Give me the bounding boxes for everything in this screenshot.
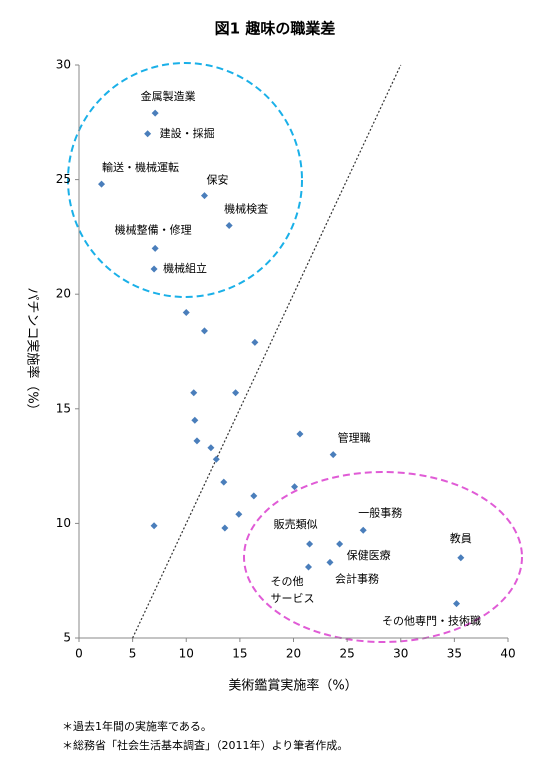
point — [150, 265, 158, 273]
point-label: 機械組立 — [163, 261, 207, 275]
x-tick-label: 20 — [286, 647, 301, 661]
point — [150, 522, 158, 530]
point — [151, 244, 159, 252]
point — [251, 338, 259, 346]
point-label: サービス — [271, 592, 315, 605]
point — [235, 510, 243, 518]
point — [193, 437, 201, 445]
reference-line — [132, 64, 402, 639]
x-tick-label: 25 — [339, 647, 354, 661]
x-tick-label: 35 — [447, 647, 462, 661]
point — [190, 389, 198, 397]
point — [200, 192, 208, 200]
footnote: ＊過去1年間の実施率である。 — [62, 719, 212, 733]
y-tick-label: 5 — [63, 631, 71, 645]
point — [296, 430, 304, 438]
y-tick-label: 20 — [56, 287, 71, 301]
point-label: 管理職 — [338, 431, 371, 445]
point — [191, 416, 199, 424]
y-tick-label: 30 — [56, 58, 71, 72]
x-tick-label: 10 — [179, 647, 194, 661]
point-label: 機械整備・修理 — [115, 222, 192, 236]
point-label: 保安 — [206, 173, 228, 187]
point — [457, 554, 465, 562]
point-label: 機械検査 — [224, 201, 268, 215]
x-tick-label: 5 — [129, 647, 137, 661]
point — [453, 600, 461, 608]
chart-title: 図1 趣味の職業差 — [215, 20, 336, 38]
point-label: その他専門・技術職 — [382, 615, 481, 628]
point-label: 販売類似 — [274, 518, 318, 531]
point — [200, 327, 208, 335]
highlight-circle — [67, 62, 303, 298]
point — [359, 526, 367, 534]
point — [250, 492, 258, 500]
point-label: 一般事務 — [358, 505, 402, 519]
point-label: 教員 — [450, 532, 472, 545]
highlight-ellipse — [243, 471, 523, 643]
point-label: 金属製造業 — [141, 89, 196, 103]
point — [144, 130, 152, 138]
point — [232, 389, 240, 397]
y-tick-label: 10 — [56, 516, 71, 530]
point-label: 建設・採掘 — [160, 126, 215, 140]
point — [221, 524, 229, 532]
point — [306, 540, 314, 548]
point — [326, 558, 334, 566]
x-tick-label: 40 — [500, 647, 515, 661]
point — [98, 180, 106, 188]
point-label: 保健医療 — [347, 548, 391, 562]
point — [212, 455, 220, 463]
point — [182, 309, 190, 317]
point — [151, 109, 159, 117]
point-label: その他 — [271, 575, 304, 588]
y-axis-label: パチンコ実施率（%） — [25, 287, 41, 416]
point — [225, 221, 233, 229]
x-axis-label: 美術鑑賞実施率（%） — [228, 678, 357, 694]
x-tick-label: 30 — [393, 647, 408, 661]
point — [336, 540, 344, 548]
point-label: 会計事務 — [335, 571, 379, 585]
point-label: 輸送・機械運転 — [102, 160, 179, 174]
point — [220, 478, 228, 486]
y-tick-label: 25 — [56, 172, 71, 186]
y-tick-label: 15 — [56, 401, 71, 415]
footnote: ＊総務省「社会生活基本調査」（2011年）より筆者作成。 — [62, 738, 348, 752]
point — [207, 444, 215, 452]
point — [305, 563, 313, 571]
x-tick-label: 0 — [75, 647, 83, 661]
point — [291, 483, 299, 491]
point — [329, 451, 337, 459]
x-tick-label: 15 — [232, 647, 247, 661]
